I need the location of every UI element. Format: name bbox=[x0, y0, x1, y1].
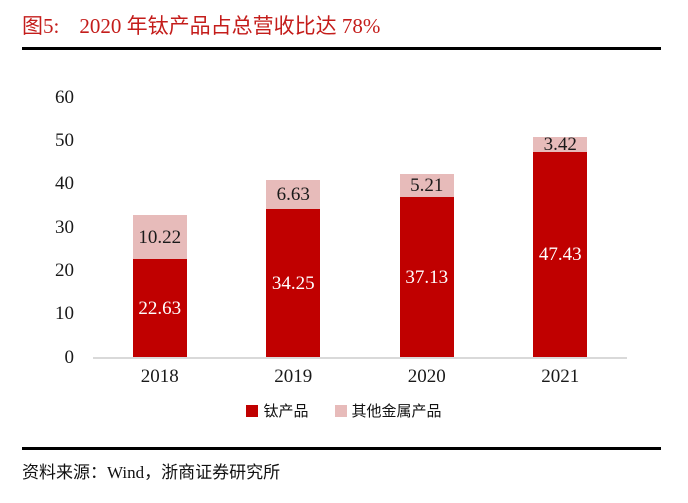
title-divider-line bbox=[22, 47, 661, 50]
x-axis-category-label: 2021 bbox=[541, 366, 580, 387]
legend-item-titanium: 钛产品 bbox=[246, 400, 309, 421]
footer-divider-line bbox=[22, 447, 661, 450]
y-axis-tick-label: 0 bbox=[64, 346, 75, 368]
x-axis-category-label: 2018 bbox=[140, 366, 179, 387]
chart-legend: 钛产品 其他金属产品 bbox=[0, 400, 688, 421]
bar-segment-titanium-2019: 34.25 bbox=[266, 209, 321, 358]
y-axis-tick-label: 60 bbox=[55, 86, 74, 108]
legend-label: 其他金属产品 bbox=[351, 404, 442, 420]
y-axis-tick-label: 30 bbox=[55, 216, 74, 238]
bar-segment-other-2021: 3.42 bbox=[533, 134, 588, 156]
bar-segment-titanium-2021: 47.43 bbox=[533, 151, 588, 358]
bar-segment-other-2018: 10.22 bbox=[132, 215, 187, 260]
bar-segment-titanium-2018: 22.63 bbox=[132, 259, 187, 358]
data-label: 34.25 bbox=[271, 272, 315, 294]
data-label: 6.63 bbox=[276, 184, 310, 206]
data-label: 10.22 bbox=[138, 226, 182, 248]
legend-swatch-icon bbox=[334, 404, 347, 417]
data-label: 5.21 bbox=[410, 174, 444, 196]
figure-caption: 2020 年钛产品占总营收比达 78% bbox=[79, 14, 381, 38]
figure-number-label: 图5: bbox=[22, 14, 60, 38]
y-axis-tick-label: 10 bbox=[55, 303, 74, 325]
legend-swatch-icon bbox=[246, 404, 259, 417]
x-axis-line bbox=[93, 357, 627, 359]
data-label: 3.42 bbox=[543, 134, 577, 156]
x-axis-category-label: 2019 bbox=[274, 366, 313, 387]
data-label: 37.13 bbox=[405, 266, 449, 288]
figure-title: 图5: 2020 年钛产品占总营收比达 78% bbox=[22, 10, 380, 40]
y-axis-tick-label: 50 bbox=[55, 129, 74, 151]
legend-item-other: 其他金属产品 bbox=[334, 400, 442, 421]
source-note: 资料来源：Wind，浙商证券研究所 bbox=[22, 463, 281, 482]
y-axis-tick-label: 40 bbox=[55, 173, 74, 195]
data-label: 47.43 bbox=[538, 244, 582, 266]
bar-segment-other-2020: 5.21 bbox=[399, 174, 454, 197]
y-axis-tick-label: 20 bbox=[55, 259, 74, 281]
data-label: 22.63 bbox=[138, 297, 182, 319]
x-axis-category-label: 2020 bbox=[407, 366, 446, 387]
bar-segment-other-2019: 6.63 bbox=[266, 180, 321, 210]
legend-label: 钛产品 bbox=[263, 404, 309, 420]
bar-segment-titanium-2020: 37.13 bbox=[399, 196, 454, 358]
